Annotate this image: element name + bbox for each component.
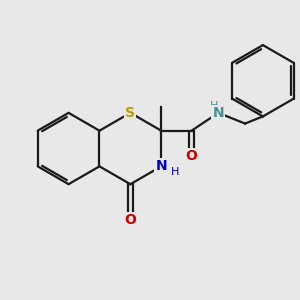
Text: H: H (170, 167, 179, 177)
Text: O: O (124, 213, 136, 227)
Text: H: H (210, 101, 218, 111)
Text: N: N (155, 159, 167, 173)
Text: O: O (186, 148, 197, 163)
Text: N: N (212, 106, 224, 120)
Text: S: S (125, 106, 135, 120)
